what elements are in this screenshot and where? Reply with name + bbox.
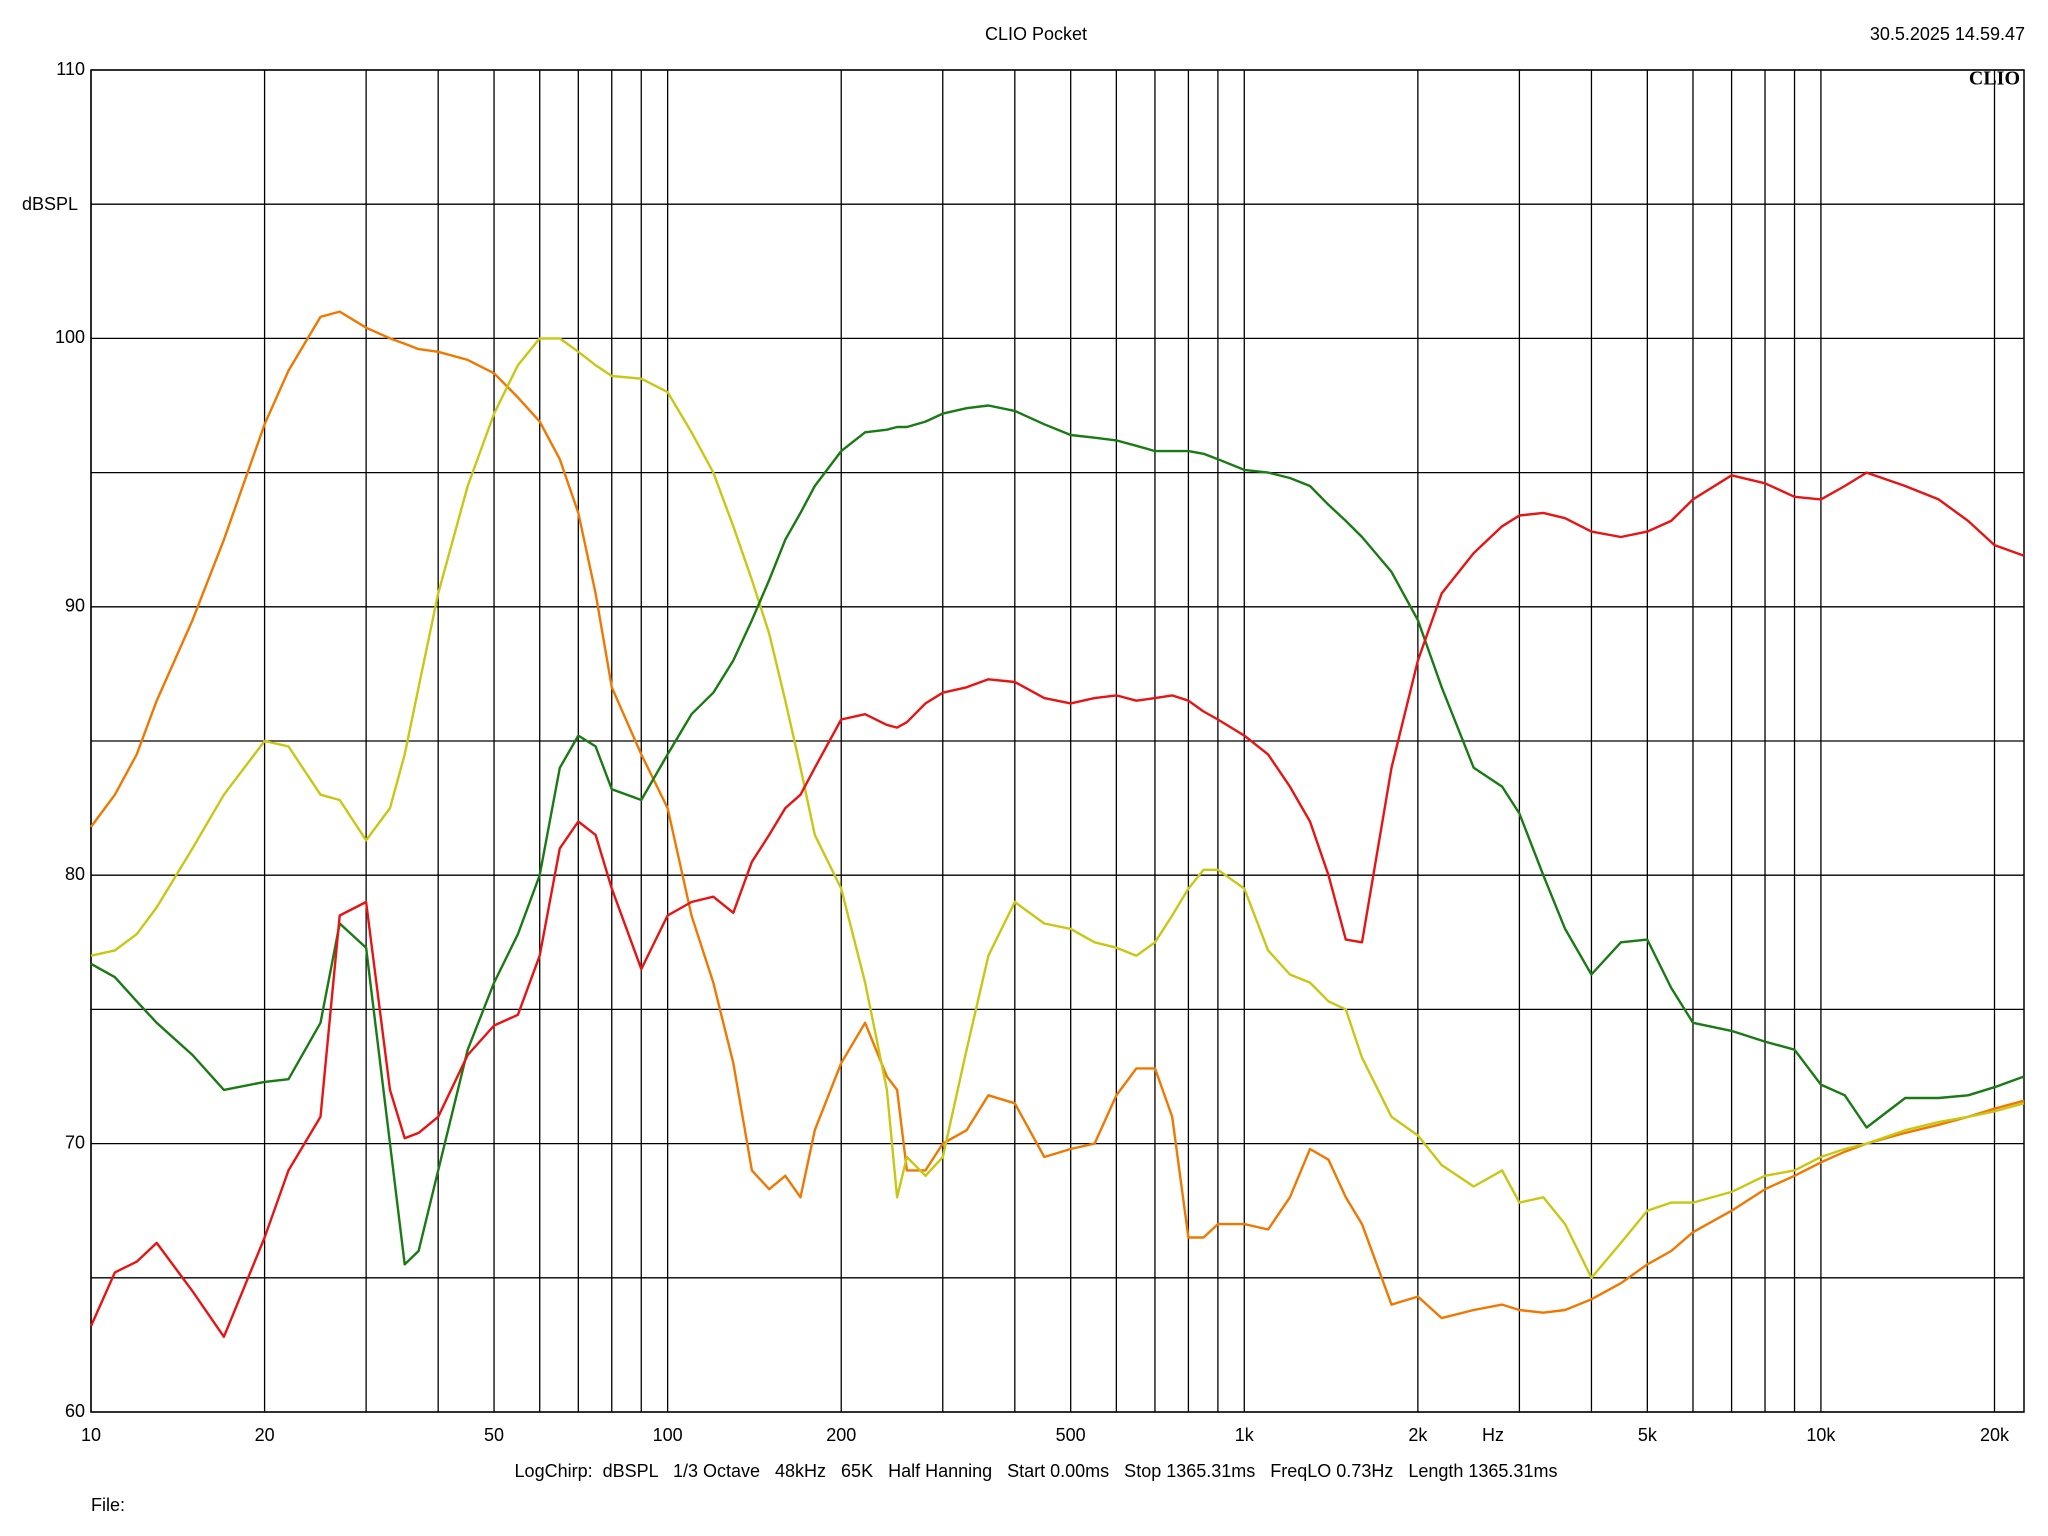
x-tick-label: 100 <box>653 1425 683 1445</box>
x-tick-label: 50 <box>484 1425 504 1445</box>
y-tick-label: 60 <box>65 1401 85 1421</box>
footer: LogChirp: dBSPL 1/3 Octave 48kHz 65K Hal… <box>515 1461 1558 1481</box>
x-tick-label: 20 <box>255 1425 275 1445</box>
x-tick-label: 20k <box>1980 1425 2010 1445</box>
x-tick-label: 2k <box>1408 1425 1428 1445</box>
data-line <box>90 404 2025 1266</box>
y-axis-label: dBSPL <box>22 194 78 214</box>
y-tick-label: 110 <box>56 59 85 79</box>
x-tick-label: 200 <box>826 1425 856 1445</box>
x-axis-label: Hz <box>1482 1425 1504 1445</box>
x-tick-label: 10 <box>81 1425 101 1445</box>
x-tick-label: 500 <box>1056 1425 1086 1445</box>
logo: CLIO <box>1969 68 2020 90</box>
y-tick-label: 70 <box>65 1132 85 1152</box>
x-tick-label: 1k <box>1235 1425 1255 1445</box>
plot-border <box>90 69 2025 1413</box>
data-line <box>89 471 2025 1338</box>
y-tick-label: 90 <box>65 596 85 616</box>
y-tick-label: 80 <box>65 864 85 884</box>
chart-title: CLIO Pocket <box>985 24 1087 44</box>
data-line <box>90 337 2025 1279</box>
y-tick-label: 100 <box>55 327 85 347</box>
x-tick-label: 5k <box>1638 1425 1658 1445</box>
timestamp: 30.5.2025 14.59.47 <box>1870 24 2025 44</box>
file-label: File: <box>91 1495 125 1515</box>
data-line <box>90 310 2025 1320</box>
x-tick-label: 10k <box>1806 1425 1836 1445</box>
